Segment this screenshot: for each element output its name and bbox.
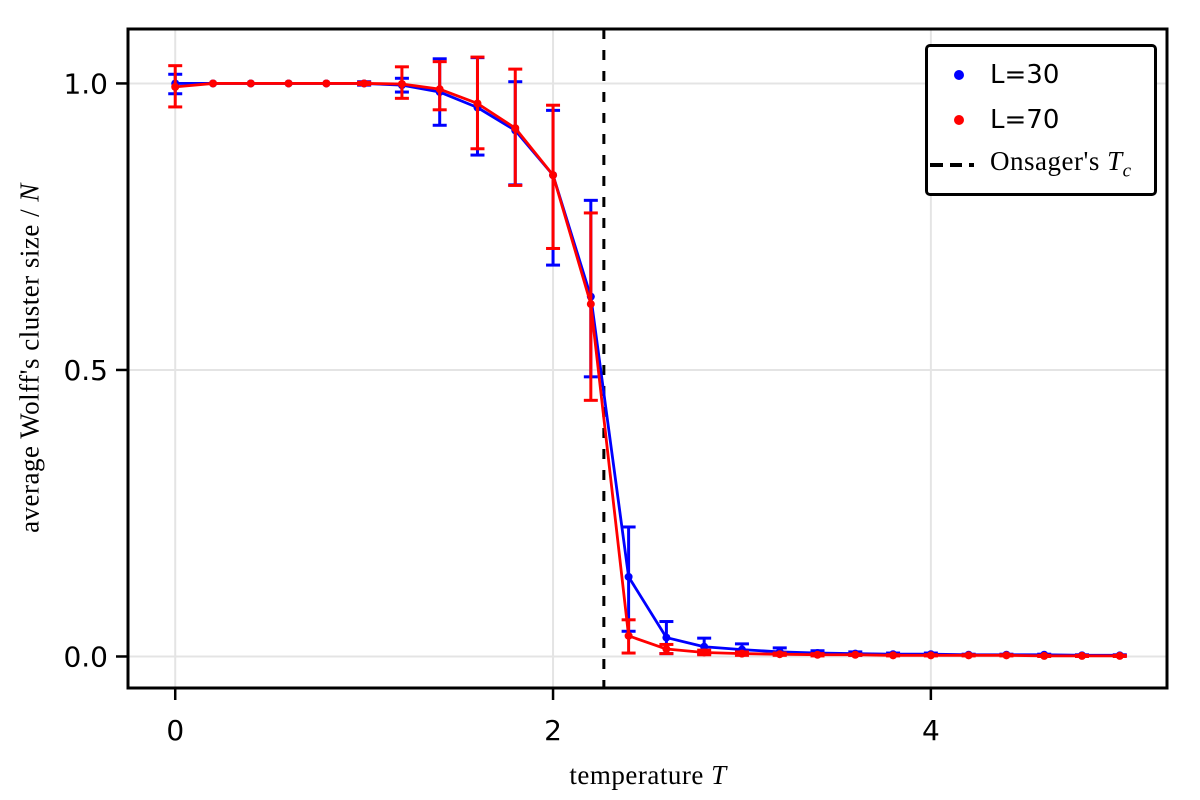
y-axis-label-text: average Wolff's cluster size / bbox=[14, 208, 45, 533]
data-point bbox=[171, 82, 180, 91]
data-point bbox=[737, 649, 746, 658]
series-L70 bbox=[168, 55, 1127, 660]
data-point bbox=[889, 651, 898, 660]
legend-marker-cell bbox=[928, 162, 990, 167]
legend-marker-cell bbox=[928, 70, 990, 81]
data-point bbox=[511, 124, 520, 133]
x-tick-label: 2 bbox=[544, 714, 562, 747]
data-point bbox=[246, 79, 255, 88]
data-point bbox=[322, 79, 331, 88]
y-tick-label: 0.5 bbox=[63, 354, 108, 387]
blue-dot-marker-icon bbox=[954, 70, 964, 81]
data-point bbox=[549, 171, 558, 180]
legend-item-l70: L=70 bbox=[928, 100, 1154, 140]
data-point bbox=[284, 79, 293, 88]
data-point bbox=[662, 645, 671, 654]
x-tick-label: 4 bbox=[922, 714, 940, 747]
red-dot-marker-icon bbox=[954, 114, 964, 125]
data-point bbox=[926, 651, 935, 660]
data-point bbox=[624, 631, 633, 640]
x-axis-label: temperature T bbox=[569, 760, 726, 791]
data-point bbox=[1002, 651, 1011, 660]
frame-rect bbox=[126, 27, 1169, 690]
legend: L=30 L=70 Onsager's Tc bbox=[925, 44, 1157, 196]
legend-item-l30: L=30 bbox=[928, 55, 1154, 95]
data-point bbox=[964, 651, 973, 660]
y-axis-label-var: N bbox=[14, 183, 45, 202]
data-point bbox=[209, 79, 218, 88]
data-point bbox=[700, 648, 709, 657]
dashed-line-marker-icon bbox=[930, 162, 974, 167]
data-point bbox=[624, 572, 633, 581]
legend-label-onsager-tc: Onsager's Tc bbox=[990, 146, 1132, 182]
legend-onsager-var: T bbox=[1107, 146, 1123, 177]
plot-frame bbox=[126, 27, 1169, 690]
y-tick-label: 1.0 bbox=[63, 67, 108, 100]
data-point bbox=[397, 80, 406, 89]
x-axis-label-text: temperature bbox=[569, 760, 704, 790]
data-series bbox=[168, 55, 1127, 660]
y-axis-label: average Wolff's cluster size / N bbox=[15, 183, 46, 533]
data-point bbox=[473, 99, 482, 108]
x-tick-label: 0 bbox=[166, 714, 184, 747]
legend-marker-cell bbox=[928, 114, 990, 125]
series-line bbox=[175, 82, 1120, 658]
axis-ticks: 0 2 4 0.0 0.5 1.0 bbox=[63, 67, 939, 747]
legend-label-l70: L=70 bbox=[990, 104, 1060, 135]
data-point bbox=[1077, 651, 1086, 660]
legend-onsager-prefix: Onsager's bbox=[990, 146, 1100, 177]
y-tick-label: 0.0 bbox=[63, 640, 108, 673]
data-point bbox=[851, 650, 860, 659]
legend-label-l30: L=30 bbox=[990, 60, 1060, 91]
data-point bbox=[662, 633, 671, 642]
data-point bbox=[586, 300, 595, 309]
data-point bbox=[1115, 651, 1124, 660]
data-point bbox=[775, 650, 784, 659]
legend-onsager-sub: c bbox=[1122, 160, 1132, 182]
legend-item-onsager-tc: Onsager's Tc bbox=[928, 145, 1154, 185]
data-point bbox=[1040, 651, 1049, 660]
data-point bbox=[813, 650, 822, 659]
data-point bbox=[435, 85, 444, 94]
data-point bbox=[360, 79, 369, 88]
x-axis-label-var: T bbox=[711, 760, 727, 790]
